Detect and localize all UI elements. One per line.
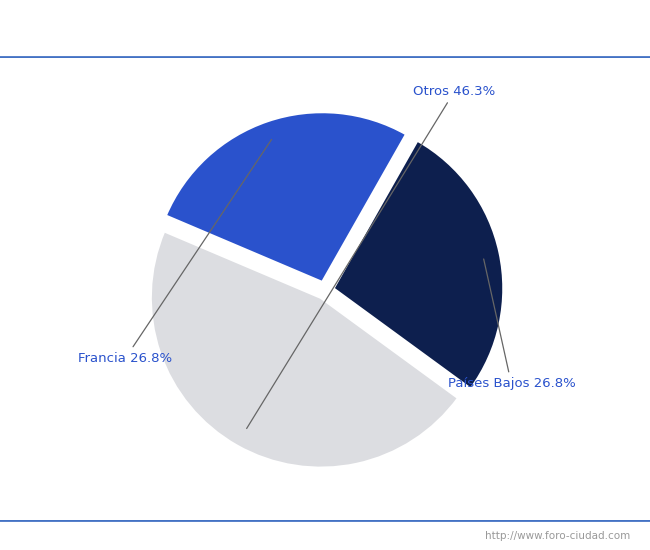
Wedge shape <box>166 112 406 282</box>
Text: http://www.foro-ciudad.com: http://www.foro-ciudad.com <box>486 531 630 541</box>
Text: Otros 46.3%: Otros 46.3% <box>246 85 496 428</box>
Text: Francia 26.8%: Francia 26.8% <box>78 140 272 365</box>
Text: Países Bajos 26.8%: Países Bajos 26.8% <box>448 259 575 390</box>
Wedge shape <box>151 231 458 468</box>
Text: Almarza - Turistas extranjeros según país - Abril de 2024: Almarza - Turistas extranjeros según paí… <box>78 20 572 38</box>
Wedge shape <box>333 140 504 389</box>
